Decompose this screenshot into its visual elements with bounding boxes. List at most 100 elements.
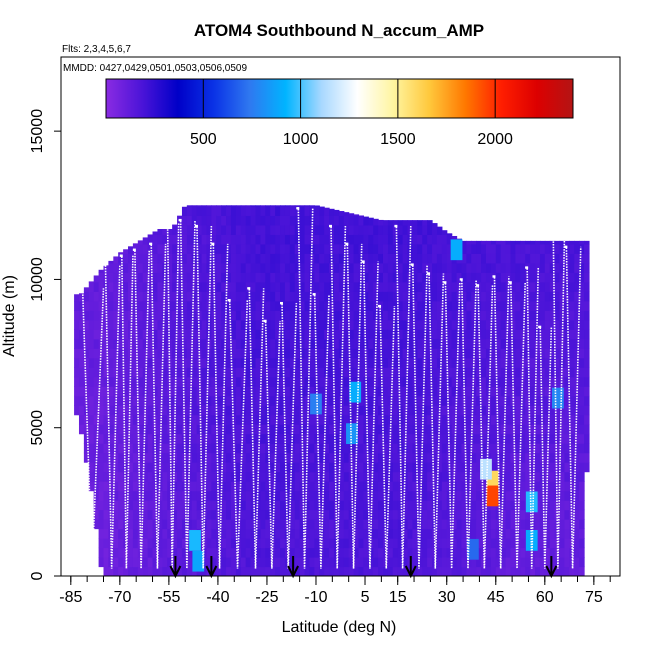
heatmap-cell xyxy=(569,348,575,359)
x-tick-label: 75 xyxy=(585,589,603,606)
x-tick-label: 15 xyxy=(389,589,407,606)
heatmap-cell xyxy=(324,310,330,321)
heatmap-cell xyxy=(505,310,512,321)
heatmap-cell xyxy=(142,490,149,501)
heatmap-cell xyxy=(245,215,252,226)
heatmap-cell xyxy=(275,471,281,482)
heatmap-cell xyxy=(172,538,178,549)
heatmap-cell xyxy=(397,490,404,501)
heatmap-cell xyxy=(191,215,198,226)
heatmap-cell xyxy=(265,319,271,330)
heatmap-cell xyxy=(530,519,536,530)
heatmap-cell xyxy=(167,490,173,501)
heatmap-cell xyxy=(157,253,163,264)
heatmap-cell xyxy=(333,272,340,283)
heatmap-cell xyxy=(500,395,507,406)
heatmap-cell xyxy=(289,338,296,349)
heatmap-cell xyxy=(103,338,110,349)
heatmap-cell xyxy=(181,206,188,216)
heatmap-cell xyxy=(157,414,163,425)
heatmap-cell xyxy=(265,243,271,254)
heatmap-cell xyxy=(245,272,252,283)
heatmap-cell xyxy=(432,224,438,235)
heatmap-cell xyxy=(363,367,369,378)
heatmap-cell xyxy=(142,481,149,492)
heatmap-cell xyxy=(446,338,453,349)
heatmap-cell xyxy=(216,357,222,368)
heatmap-cell xyxy=(466,367,472,378)
heatmap-cell xyxy=(461,547,467,558)
heatmap-cell xyxy=(221,443,227,454)
heatmap-cell xyxy=(549,240,556,245)
heatmap-cell xyxy=(98,528,105,539)
heatmap-cell xyxy=(294,424,301,435)
heatmap-cell xyxy=(471,414,477,425)
heatmap-cell xyxy=(250,376,257,387)
heatmap-cell xyxy=(299,367,306,378)
heatmap-cell xyxy=(201,300,208,311)
heatmap-cell xyxy=(422,566,428,576)
heatmap-cell xyxy=(108,329,114,340)
heatmap-cell xyxy=(549,405,556,416)
heatmap-cell xyxy=(270,433,276,444)
heatmap-cell xyxy=(147,329,154,340)
heatmap-cell xyxy=(387,490,394,501)
heatmap-cell xyxy=(432,433,438,444)
heatmap-cell xyxy=(260,500,266,511)
heatmap-cell xyxy=(299,272,306,283)
heatmap-cell xyxy=(520,490,526,501)
heatmap-cell xyxy=(358,367,364,378)
heatmap-cell xyxy=(490,519,497,530)
heatmap-cell xyxy=(162,395,168,406)
heatmap-cell xyxy=(495,538,502,549)
heatmap-cell xyxy=(481,500,487,511)
heatmap-feature xyxy=(525,530,538,551)
heatmap-cell xyxy=(206,357,212,368)
heatmap-cell xyxy=(436,566,443,576)
heatmap-cell xyxy=(436,310,443,321)
heatmap-cell xyxy=(88,300,95,311)
heatmap-cell xyxy=(284,490,291,501)
heatmap-cell xyxy=(132,528,139,539)
heatmap-cell xyxy=(216,538,222,549)
heatmap-cell xyxy=(363,253,369,264)
heatmap-cell xyxy=(289,376,296,387)
heatmap-cell xyxy=(235,272,242,283)
heatmap-cell xyxy=(216,386,222,397)
heatmap-cell xyxy=(515,348,521,359)
heatmap-cell xyxy=(280,376,286,387)
heatmap-cell xyxy=(402,367,409,378)
heatmap-cell xyxy=(206,519,212,530)
heatmap-cell xyxy=(265,291,271,302)
heatmap-cell xyxy=(584,272,590,283)
heatmap-cell xyxy=(412,500,418,511)
heatmap-cell xyxy=(481,272,487,283)
heatmap-cell xyxy=(123,462,129,473)
heatmap-cell xyxy=(206,547,212,558)
heatmap-cell xyxy=(495,310,502,321)
heatmap-cell xyxy=(373,547,379,558)
heatmap-cell xyxy=(539,395,546,406)
heatmap-cell xyxy=(245,291,252,302)
heatmap-cell xyxy=(368,471,374,482)
heatmap-cell xyxy=(539,424,546,435)
heatmap-cell xyxy=(113,291,119,302)
heatmap-cell xyxy=(196,443,203,454)
heatmap-cell xyxy=(505,405,512,416)
heatmap-cell xyxy=(74,329,80,340)
heatmap-cell xyxy=(417,519,423,530)
heatmap-cell xyxy=(309,528,315,539)
heatmap-cell xyxy=(368,443,374,454)
heatmap-cell xyxy=(427,424,433,435)
heatmap-cell xyxy=(211,557,217,568)
heatmap-cell xyxy=(544,243,551,254)
heatmap-cell xyxy=(245,414,252,425)
heatmap-cell xyxy=(319,329,325,340)
heatmap-cell xyxy=(456,262,463,273)
heatmap-cell xyxy=(270,566,276,576)
heatmap-cell xyxy=(510,348,516,359)
heatmap-cell xyxy=(191,291,198,302)
heatmap-cell xyxy=(466,557,472,568)
heatmap-cell xyxy=(461,509,467,520)
heatmap-cell xyxy=(304,566,311,576)
